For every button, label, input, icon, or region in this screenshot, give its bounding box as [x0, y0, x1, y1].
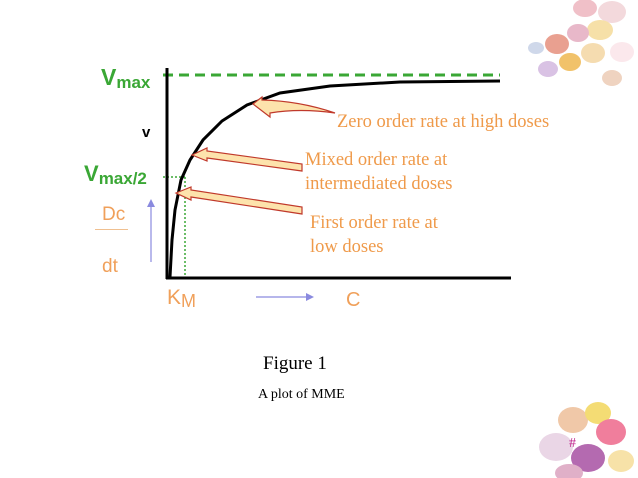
v-axis-label: v: [142, 124, 151, 141]
mixed-order-arrow: [190, 147, 303, 172]
rate-up-arrow: [147, 199, 155, 262]
zero-order-arrow: [252, 95, 336, 119]
mme-curve: [168, 79, 501, 278]
km-label: KM: [167, 286, 197, 311]
slide-number: #: [569, 436, 576, 451]
fraction-line: [95, 229, 128, 230]
mixed-order-line-1: Mixed order rate at: [305, 150, 448, 170]
dc-label: Dc: [102, 204, 126, 225]
first-order-line-2: low doses: [310, 237, 384, 258]
dt-label: dt: [102, 256, 118, 277]
candy-eggs-top-icon: [528, 0, 634, 86]
vmax-half-label: Vmax/2: [84, 161, 147, 188]
first-order-arrow: [174, 186, 303, 215]
first-order-line-1: First order rate at: [310, 213, 438, 233]
figure-title: Figure 1: [263, 353, 327, 374]
concentration-right-arrow: [256, 293, 314, 301]
candy-eggs-bottom-icon: [539, 402, 634, 478]
zero-order-annotation: Zero order rate at high doses: [337, 112, 550, 132]
mixed-order-line-2: intermediated doses: [305, 174, 453, 195]
c-axis-label: C: [346, 289, 361, 311]
vmax-label: Vmax: [101, 64, 151, 92]
first-order-annotation: First order rate at low doses: [310, 211, 438, 259]
mixed-order-annotation: Mixed order rate at intermediated doses: [305, 148, 452, 196]
figure-caption: A plot of MME: [258, 387, 345, 402]
